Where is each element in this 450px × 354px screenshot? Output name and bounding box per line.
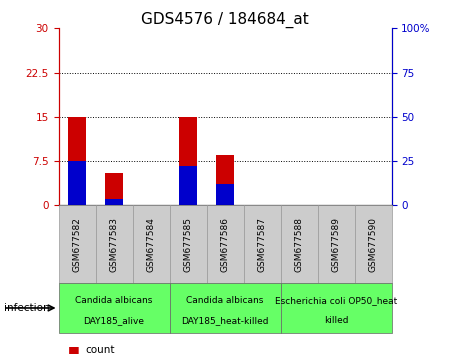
Text: Candida albicans: Candida albicans — [75, 296, 153, 305]
Bar — [216, 184, 234, 205]
Text: GSM677583: GSM677583 — [109, 217, 118, 272]
Bar — [105, 173, 123, 205]
Text: Escherichia coli OP50_heat: Escherichia coli OP50_heat — [275, 296, 397, 305]
Bar — [216, 155, 234, 205]
Bar — [68, 117, 86, 205]
Text: infection: infection — [4, 303, 50, 313]
Text: count: count — [86, 346, 115, 354]
Bar — [318, 205, 355, 283]
Bar — [355, 205, 392, 283]
Bar — [179, 117, 197, 205]
Text: GSM677582: GSM677582 — [72, 217, 81, 272]
Bar — [170, 283, 280, 333]
Bar — [68, 161, 86, 205]
Bar — [105, 199, 123, 205]
Text: GSM677586: GSM677586 — [220, 217, 230, 272]
Text: GSM677589: GSM677589 — [332, 217, 341, 272]
Text: Candida albicans: Candida albicans — [186, 296, 264, 305]
Bar — [58, 283, 170, 333]
Bar — [95, 205, 132, 283]
Text: DAY185_heat-killed: DAY185_heat-killed — [181, 316, 269, 325]
Text: GSM677585: GSM677585 — [184, 217, 193, 272]
Bar — [280, 283, 392, 333]
Text: GSM677584: GSM677584 — [147, 217, 156, 272]
Bar — [280, 205, 318, 283]
Text: killed: killed — [324, 316, 348, 325]
Bar — [179, 166, 197, 205]
Bar — [58, 205, 95, 283]
Bar — [243, 205, 280, 283]
Bar — [207, 205, 243, 283]
Title: GDS4576 / 184684_at: GDS4576 / 184684_at — [141, 12, 309, 28]
Text: GSM677588: GSM677588 — [294, 217, 303, 272]
Bar — [132, 205, 170, 283]
Text: DAY185_alive: DAY185_alive — [84, 316, 144, 325]
Text: GSM677590: GSM677590 — [369, 217, 378, 272]
Bar — [170, 205, 207, 283]
Text: ■: ■ — [68, 344, 79, 354]
Text: GSM677587: GSM677587 — [257, 217, 266, 272]
